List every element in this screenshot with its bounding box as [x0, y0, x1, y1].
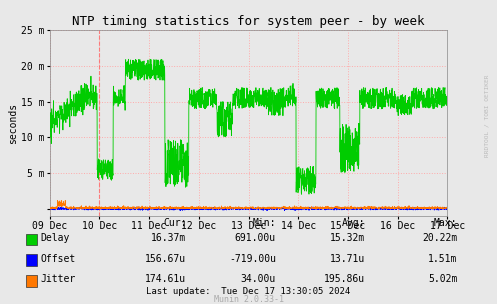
Text: Max:: Max: [434, 219, 457, 229]
Text: Delay: Delay [41, 233, 70, 243]
Text: Last update:  Tue Dec 17 13:30:05 2024: Last update: Tue Dec 17 13:30:05 2024 [147, 287, 350, 296]
Text: Offset: Offset [41, 254, 76, 264]
Text: 156.67u: 156.67u [145, 254, 186, 264]
Text: -719.00u: -719.00u [229, 254, 276, 264]
Text: Cur:: Cur: [163, 219, 186, 229]
Text: 34.00u: 34.00u [241, 275, 276, 285]
Text: 1.51m: 1.51m [428, 254, 457, 264]
Text: 174.61u: 174.61u [145, 275, 186, 285]
Text: 13.71u: 13.71u [330, 254, 365, 264]
Text: 195.86u: 195.86u [324, 275, 365, 285]
Y-axis label: seconds: seconds [8, 102, 18, 144]
Text: Min:: Min: [252, 219, 276, 229]
Title: NTP timing statistics for system peer - by week: NTP timing statistics for system peer - … [72, 15, 425, 28]
Text: 5.02m: 5.02m [428, 275, 457, 285]
Text: 20.22m: 20.22m [422, 233, 457, 243]
Text: 16.37m: 16.37m [151, 233, 186, 243]
Text: Munin 2.0.33-1: Munin 2.0.33-1 [214, 295, 283, 304]
Text: 15.32m: 15.32m [330, 233, 365, 243]
Text: Jitter: Jitter [41, 275, 76, 285]
Text: 691.00u: 691.00u [235, 233, 276, 243]
Text: Avg:: Avg: [342, 219, 365, 229]
Text: RRDTOOL / TOBI OETIKER: RRDTOOL / TOBI OETIKER [485, 74, 490, 157]
